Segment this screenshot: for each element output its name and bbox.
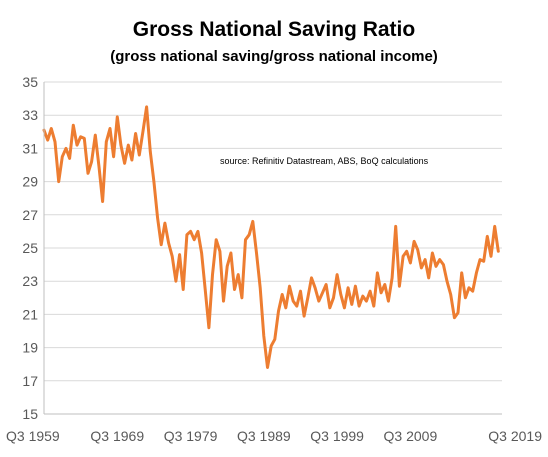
y-tick-label: 29 — [22, 174, 38, 190]
x-axis-tick-labels: Q3 1959 Q3 1969 Q3 1979 Q3 1989 Q3 1999 Q3 20… — [6, 428, 542, 444]
y-tick-label: 21 — [22, 306, 38, 322]
x-tick-label: Q3 2019 — [488, 428, 542, 444]
y-tick-label: 19 — [22, 340, 38, 356]
x-tick-label: Q3 1959 — [6, 428, 60, 444]
y-tick-label: 17 — [22, 373, 38, 389]
x-tick-label: Q3 1979 — [164, 428, 218, 444]
y-tick-label: 23 — [22, 273, 38, 289]
series-line-saving-ratio — [42, 105, 500, 369]
y-tick-label: 35 — [22, 74, 38, 90]
y-tick-label: 33 — [22, 107, 38, 123]
gridlines — [44, 81, 502, 382]
y-tick-label: 27 — [22, 207, 38, 223]
x-tick-label: Q3 1989 — [237, 428, 291, 444]
chart-subtitle: (gross national saving/gross national in… — [110, 48, 438, 65]
source-annotation: source: Refinitiv Datastream, ABS, BoQ c… — [220, 156, 429, 166]
y-tick-label: 31 — [22, 140, 38, 156]
x-tick-label: Q3 1999 — [310, 428, 364, 444]
x-tick-label: Q3 2009 — [384, 428, 438, 444]
y-tick-label: 15 — [22, 406, 38, 422]
x-tick-label: Q3 1969 — [90, 428, 144, 444]
y-tick-label: 25 — [22, 240, 38, 256]
chart-title: Gross National Saving Ratio — [133, 18, 415, 41]
y-axis-tick-labels: 15 17 19 21 23 25 27 29 31 33 35 — [22, 74, 38, 422]
